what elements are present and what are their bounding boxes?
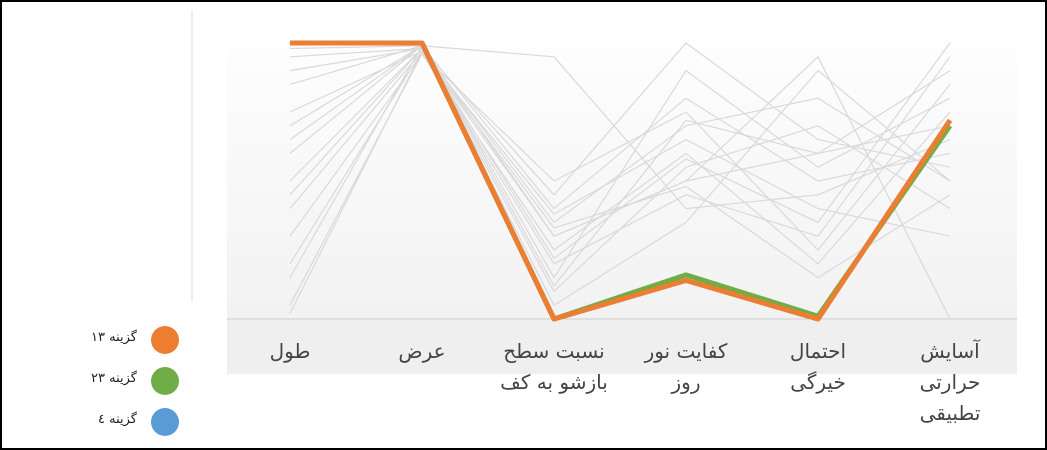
legend-label: گزینه ۱۳ (91, 330, 137, 345)
data-line (289, 53, 951, 306)
data-line (289, 47, 951, 292)
data-line (289, 45, 951, 279)
data-line (289, 45, 951, 306)
axis-label: عرض (398, 339, 446, 363)
label-band (227, 320, 1017, 374)
plot-background (227, 12, 1017, 318)
legend-swatch (151, 326, 179, 354)
data-line (289, 45, 951, 287)
data-line (289, 42, 951, 259)
axis-label: طول (269, 339, 311, 363)
data-line (289, 50, 951, 279)
axis-label: کفایت نور روز (644, 339, 728, 394)
legend-label: گزینه ۲۳ (91, 371, 137, 386)
axis-label: احتمال خیرگی (789, 339, 847, 394)
legend-swatch (151, 408, 179, 436)
data-line (289, 42, 951, 196)
axis-label: آسایش حرارتی تطبیقی (919, 339, 981, 425)
legend-swatch (151, 367, 179, 395)
data-line (289, 45, 951, 210)
axis-label: نسبت سطح بازشو به کف (500, 339, 608, 394)
data-line (289, 45, 951, 210)
legend-label: گزینه ٤ (98, 412, 137, 427)
highlight-line (290, 40, 953, 322)
